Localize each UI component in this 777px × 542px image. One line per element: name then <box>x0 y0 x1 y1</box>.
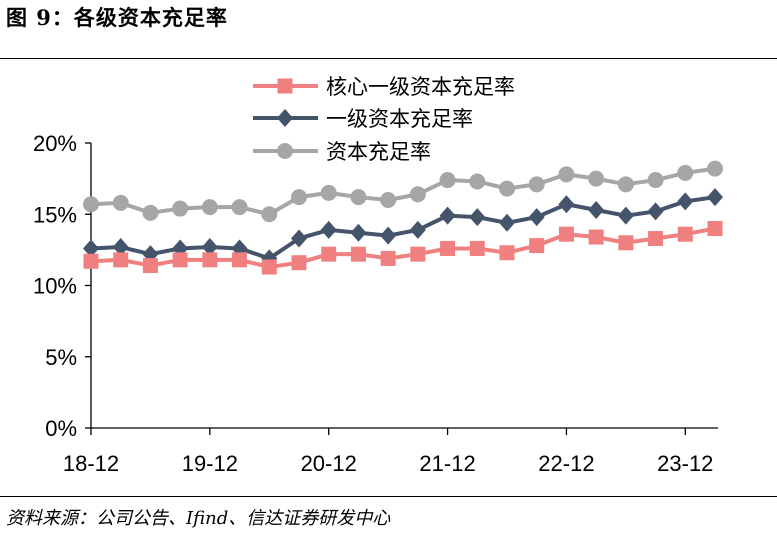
data-point <box>499 245 515 261</box>
data-point <box>648 230 664 246</box>
legend-label: 核心一级资本充足率 <box>326 75 515 99</box>
data-point <box>618 235 634 251</box>
title-rule <box>0 58 777 59</box>
x-tick-label: 22-12 <box>538 451 594 476</box>
data-point <box>320 184 337 201</box>
data-point <box>409 220 426 239</box>
data-point <box>558 195 575 214</box>
data-point <box>142 204 159 221</box>
data-point <box>380 226 397 245</box>
data-point <box>321 246 337 262</box>
data-point <box>380 250 396 266</box>
data-point <box>83 239 99 258</box>
data-point <box>677 226 693 242</box>
data-point <box>113 252 129 268</box>
legend-marker <box>277 78 293 94</box>
data-point <box>499 213 515 232</box>
data-point <box>380 192 397 208</box>
series-line <box>90 166 716 217</box>
data-point <box>440 240 456 256</box>
data-point <box>588 229 604 245</box>
data-point <box>469 173 486 190</box>
data-point <box>558 166 575 183</box>
data-point <box>499 180 515 197</box>
series-line <box>90 195 716 261</box>
data-point <box>558 226 574 242</box>
data-point <box>202 252 218 268</box>
data-point <box>707 188 723 207</box>
data-point <box>320 220 337 239</box>
data-point <box>528 176 545 193</box>
data-point <box>142 258 158 274</box>
y-tick-label: 5% <box>45 345 77 370</box>
data-point <box>647 172 664 189</box>
data-point <box>350 223 367 242</box>
data-point <box>261 206 278 223</box>
y-tick-label: 10% <box>33 274 77 299</box>
y-tick-label: 0% <box>45 416 77 441</box>
y-tick-label: 15% <box>33 202 77 227</box>
data-point <box>469 240 485 256</box>
x-tick-label: 19-12 <box>182 451 238 476</box>
data-point <box>588 200 605 219</box>
data-point <box>112 194 129 211</box>
data-point <box>439 206 456 225</box>
data-point <box>83 253 99 269</box>
data-point <box>231 199 248 216</box>
x-tick-label: 21-12 <box>419 451 475 476</box>
data-point <box>677 164 694 181</box>
data-point <box>112 238 129 257</box>
data-point <box>350 189 367 206</box>
data-point <box>677 192 694 211</box>
figure-title: 图 9：各级资本充足率 <box>6 5 228 30</box>
data-point <box>291 229 307 248</box>
data-point <box>83 196 99 213</box>
series-layer <box>83 160 723 275</box>
data-point <box>439 172 456 189</box>
series-0 <box>83 221 723 275</box>
x-tick-label: 23-12 <box>657 451 713 476</box>
series-2 <box>83 160 723 223</box>
data-point <box>261 259 277 275</box>
data-point <box>291 255 307 271</box>
axes: 0% 5% 10% 15% 20% 18-12 19-12 20-12 21-12 22-12 23… <box>33 131 718 476</box>
data-point <box>201 199 218 216</box>
data-point <box>172 252 188 268</box>
data-point <box>707 221 723 236</box>
data-point <box>291 189 307 206</box>
data-point <box>588 170 605 187</box>
legend-marker <box>277 143 293 159</box>
x-tick-label: 18-12 <box>63 451 119 476</box>
data-point <box>410 246 426 262</box>
x-tick-label: 20-12 <box>301 451 357 476</box>
data-point <box>469 208 486 227</box>
data-point <box>201 238 218 257</box>
data-point <box>172 200 189 217</box>
source-note: 资料来源：公司公告、Ifind、信达证券研发中心 <box>6 508 391 529</box>
legend-marker <box>277 109 293 127</box>
data-point <box>617 206 634 225</box>
series-line <box>90 226 716 269</box>
y-tick-label: 20% <box>33 131 77 156</box>
source-rule <box>0 496 777 497</box>
data-point <box>617 176 634 193</box>
data-point <box>232 252 248 268</box>
data-point <box>409 186 426 203</box>
data-point <box>529 238 545 254</box>
data-point <box>707 160 723 177</box>
data-point <box>528 208 545 227</box>
data-point <box>172 239 189 258</box>
data-point <box>350 246 366 262</box>
data-point <box>647 202 664 221</box>
legend-label: 资本充足率 <box>326 140 431 164</box>
data-point <box>231 239 248 258</box>
legend-label: 一级资本充足率 <box>326 107 473 131</box>
